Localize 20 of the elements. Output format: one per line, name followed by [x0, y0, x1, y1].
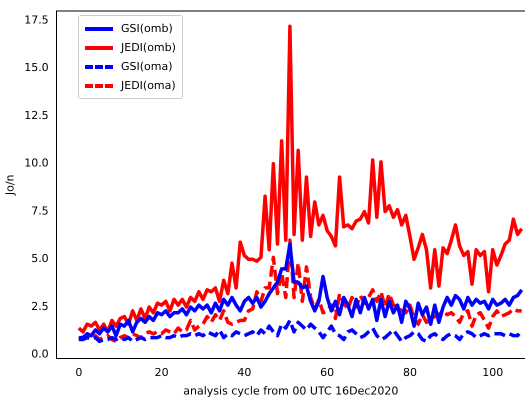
x-tick-label: 100	[482, 366, 504, 380]
legend-label: JEDI(omb)	[121, 41, 176, 54]
y-tick-label: 15.0	[24, 61, 49, 74]
y-tick-label: 12.5	[24, 108, 49, 122]
x-tick-label: 80	[402, 366, 417, 380]
y-tick-label: 7.5	[31, 204, 49, 218]
y-tick-label: 5.0	[31, 252, 49, 266]
x-tick-label: 60	[320, 366, 334, 380]
y-tick-label: 0.0	[31, 348, 49, 361]
x-tick-label: 20	[154, 366, 169, 380]
x-tick-label: 40	[237, 366, 252, 380]
x-tick-label: 0	[75, 366, 82, 380]
x-axis-title: analysis cycle from 00 UTC 16Dec2020	[183, 384, 398, 398]
y-tick-label: 2.5	[31, 300, 49, 313]
legend-label: GSI(omb)	[121, 22, 173, 35]
legend-label: JEDI(oma)	[121, 79, 176, 92]
y-tick-label: 10.0	[24, 156, 49, 170]
y-tick-label: 17.5	[24, 13, 49, 26]
legend-label: GSI(oma)	[121, 60, 173, 73]
y-axis-title: Jo/n	[3, 174, 16, 196]
